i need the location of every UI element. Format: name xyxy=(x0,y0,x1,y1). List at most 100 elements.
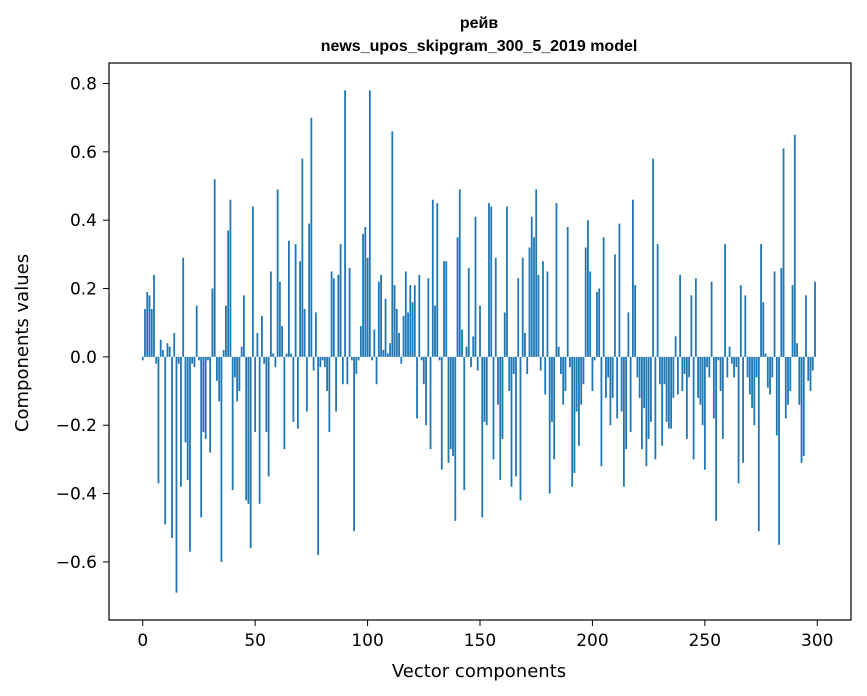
bar xyxy=(548,356,551,494)
bar xyxy=(382,350,385,357)
y-tick-label: −0.6 xyxy=(56,553,97,573)
bar xyxy=(735,356,738,368)
bar xyxy=(701,356,704,426)
bar xyxy=(769,356,771,395)
bar xyxy=(395,309,398,357)
bar xyxy=(344,90,346,357)
bar xyxy=(294,244,297,357)
bar xyxy=(290,353,293,357)
bar xyxy=(674,336,677,357)
bar xyxy=(544,356,547,395)
bar xyxy=(569,356,571,368)
bar xyxy=(555,203,558,357)
bar xyxy=(265,356,268,433)
bar xyxy=(339,244,342,357)
bar xyxy=(447,356,450,463)
bar xyxy=(665,356,668,422)
bar xyxy=(746,356,749,378)
bar xyxy=(456,237,459,357)
bar xyxy=(485,356,488,426)
bar xyxy=(272,353,275,357)
bar xyxy=(278,281,281,357)
bar xyxy=(591,356,594,392)
bar xyxy=(202,356,205,433)
bar xyxy=(443,261,445,357)
bar xyxy=(521,257,524,357)
bar xyxy=(712,356,715,419)
bar xyxy=(283,356,286,450)
bar xyxy=(314,312,317,357)
bar xyxy=(175,356,178,593)
bar xyxy=(798,356,801,405)
bar xyxy=(730,356,733,364)
bar xyxy=(796,343,798,357)
bar xyxy=(231,356,234,491)
bar xyxy=(535,189,538,357)
bar xyxy=(647,356,650,439)
bar xyxy=(159,339,162,357)
bar xyxy=(153,274,155,357)
bar xyxy=(683,356,686,374)
bar xyxy=(353,356,355,532)
bar xyxy=(168,346,171,357)
bar xyxy=(308,223,311,357)
bar xyxy=(254,356,257,433)
bar xyxy=(229,199,232,357)
bar xyxy=(571,356,574,487)
bar xyxy=(681,356,684,392)
bar xyxy=(256,332,259,357)
y-tick-label: 0.4 xyxy=(70,211,97,231)
bar xyxy=(234,356,236,378)
bar xyxy=(418,274,421,357)
bar xyxy=(227,230,230,357)
bar xyxy=(787,356,789,405)
chart-title-line-1: рейв xyxy=(460,15,499,32)
bar xyxy=(299,261,302,357)
y-tick-label: 0.6 xyxy=(70,143,97,163)
bar xyxy=(609,356,612,426)
bar xyxy=(596,291,598,357)
bar xyxy=(809,356,812,392)
bar xyxy=(605,356,607,398)
bar xyxy=(670,356,673,429)
bar xyxy=(726,356,729,378)
bar xyxy=(148,295,151,357)
bar xyxy=(672,356,675,398)
bar xyxy=(317,356,320,556)
bar xyxy=(694,278,697,357)
bar xyxy=(436,203,439,357)
bar xyxy=(440,356,443,470)
chart-title-line-2: news_upos_skipgram_300_5_2019 model xyxy=(321,38,638,55)
bar xyxy=(474,216,477,357)
bar xyxy=(519,356,522,501)
bar xyxy=(717,356,720,361)
bar xyxy=(292,356,295,422)
bar xyxy=(157,356,160,484)
x-tick-label: 150 xyxy=(464,631,496,651)
bar xyxy=(337,274,340,357)
bar xyxy=(146,291,149,357)
bar xyxy=(200,356,203,518)
bar xyxy=(580,356,583,405)
y-axis-label: Components values xyxy=(12,254,33,432)
bar xyxy=(589,271,592,357)
bar xyxy=(323,356,326,368)
bar xyxy=(225,305,227,357)
bar xyxy=(497,356,499,405)
bar xyxy=(155,356,158,364)
bar xyxy=(667,356,670,429)
y-tick-label: −0.4 xyxy=(56,485,97,505)
bar xyxy=(760,244,762,357)
bar xyxy=(191,356,194,364)
bar xyxy=(692,356,695,460)
bar xyxy=(184,356,187,443)
bar xyxy=(699,356,702,405)
bar xyxy=(710,281,713,357)
bar xyxy=(780,268,783,357)
bar xyxy=(236,356,239,402)
y-tick-label: 0.8 xyxy=(70,75,97,95)
bar xyxy=(166,343,169,357)
bar xyxy=(733,356,735,378)
bar xyxy=(575,356,578,412)
bar xyxy=(503,312,506,357)
